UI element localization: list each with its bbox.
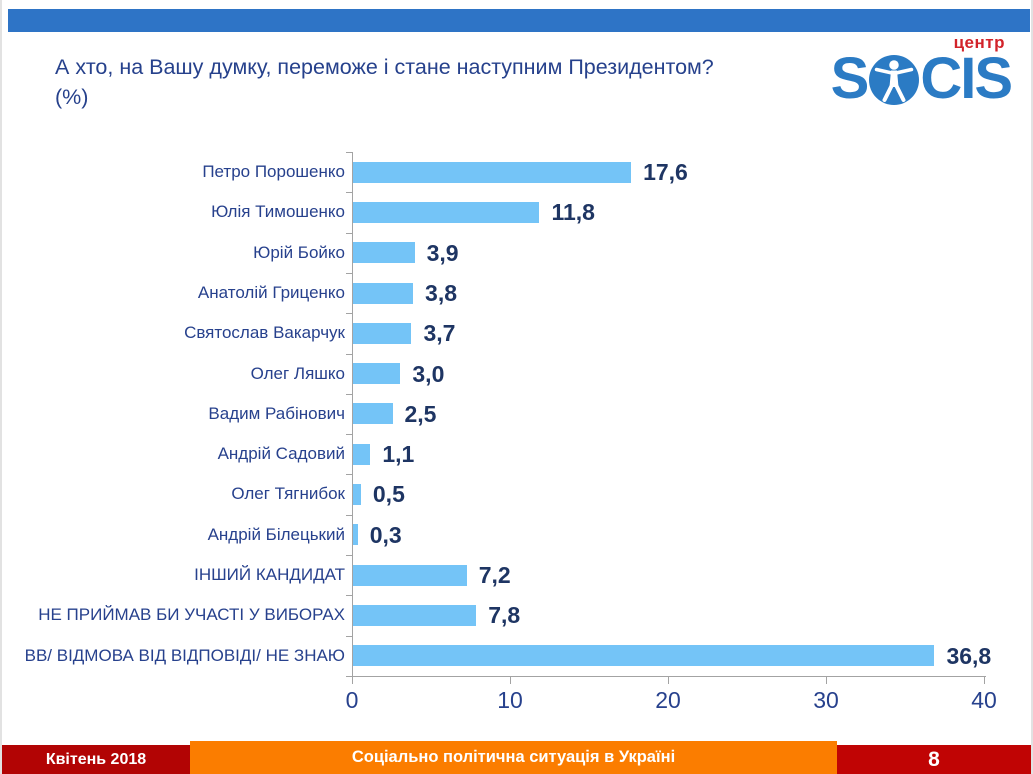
- category-label: Олег Ляшко: [250, 363, 345, 383]
- value-label: 3,7: [423, 320, 456, 347]
- value-label: 0,5: [372, 481, 405, 508]
- value-label: 3,8: [425, 279, 458, 306]
- chart-row: Андрій Садовий 1,1: [0, 434, 1033, 474]
- category-label: Андрій Садовий: [217, 444, 345, 464]
- value-axis-line: [346, 676, 986, 677]
- bar: [353, 564, 467, 586]
- category-label: Петро Порошенко: [202, 162, 345, 181]
- category-axis-line: [352, 152, 353, 676]
- chart-row: Святослав Вакарчук 3,7: [0, 313, 1033, 353]
- footer-page-block: 8: [837, 745, 1031, 774]
- value-tick: [826, 677, 827, 684]
- vitruvian-person-icon: [869, 55, 920, 105]
- category-tick: [346, 635, 352, 637]
- category-label: Андрій Білецький: [207, 524, 345, 544]
- bar: [353, 242, 415, 264]
- chart-row: Вадим Рабінович 2,5: [0, 394, 1033, 434]
- value-label: 36,8: [946, 642, 992, 669]
- bar: [353, 484, 361, 506]
- category-tick: [346, 232, 352, 234]
- value-tick: [984, 677, 985, 684]
- value-label: 0,3: [369, 521, 402, 548]
- value-label: 7,8: [488, 602, 521, 629]
- category-tick: [346, 595, 352, 597]
- logo-letter-s: S: [830, 46, 870, 111]
- category-label: Вадим Рабінович: [208, 403, 345, 423]
- category-tick: [346, 676, 352, 677]
- page-border-left: [0, 0, 2, 774]
- top-accent-band: [8, 9, 1030, 32]
- chart-row: Олег Ляшко 3,0: [0, 354, 1033, 394]
- category-label: Святослав Вакарчук: [184, 323, 345, 343]
- value-label: 3,9: [426, 239, 459, 266]
- bar: [353, 322, 412, 344]
- value-tick: [352, 677, 353, 684]
- chart-row: Юрій Бойко 3,9: [0, 233, 1033, 273]
- value-tick: [510, 677, 511, 684]
- value-tick: [668, 677, 669, 684]
- bar: [353, 161, 632, 183]
- bar: [353, 363, 401, 385]
- bar: [353, 524, 358, 546]
- category-label: ІНШИЙ КАНДИДАТ: [194, 565, 345, 585]
- category-tick: [346, 555, 352, 557]
- bar: [353, 201, 540, 223]
- page-border-right: [1031, 0, 1033, 774]
- value-tick-label: 40: [971, 687, 997, 713]
- value-label: 1,1: [382, 441, 415, 468]
- category-label: Юрій Бойко: [253, 242, 345, 262]
- footer-subject-label: Соціально політична ситуація в Україні: [351, 748, 676, 766]
- value-tick-label: 30: [813, 687, 839, 713]
- value-tick-label: 10: [497, 687, 523, 713]
- category-label: Анатолій Гриценко: [197, 282, 345, 302]
- value-label: 11,8: [551, 199, 595, 226]
- bar: [353, 443, 371, 465]
- logo-brand: S CIS: [801, 46, 1013, 111]
- category-tick: [346, 192, 352, 194]
- bar: [353, 605, 477, 627]
- value-tick-label: 0: [345, 687, 359, 713]
- socis-logo: центр S CIS: [801, 33, 1013, 111]
- bar: [353, 282, 414, 304]
- category-tick: [346, 313, 352, 315]
- value-label: 17,6: [643, 159, 688, 185]
- chart-row: ВВ/ ВІДМОВА ВІД ВІДПОВІДІ/ НЕ ЗНАЮ 36,8: [0, 636, 1033, 676]
- bar: [353, 645, 935, 667]
- chart-row: Олег Тягнибок 0,5: [0, 474, 1033, 514]
- chart-row: НЕ ПРИЙМАВ БИ УЧАСТІ У ВИБОРАХ 7,8: [0, 595, 1033, 635]
- bar: [353, 403, 393, 425]
- chart-row: Анатолій Гриценко 3,8: [0, 273, 1033, 313]
- footer-page-number: 8: [928, 747, 940, 771]
- value-label: 3,0: [412, 360, 445, 387]
- chart-title: А хто, на Вашу думку, переможе і стане н…: [55, 55, 714, 109]
- chart-row: Юлія Тимошенко 11,8: [0, 192, 1033, 232]
- logo-letters-cis: CIS: [920, 46, 1013, 111]
- footer-subject-block: Соціально політична ситуація в Україні: [190, 741, 837, 774]
- category-tick: [346, 434, 352, 436]
- value-label: 2,5: [404, 400, 437, 427]
- category-label: ВВ/ ВІДМОВА ВІД ВІДПОВІДІ/ НЕ ЗНАЮ: [24, 645, 345, 665]
- category-label: Юлія Тимошенко: [211, 202, 345, 222]
- value-tick-label: 20: [655, 687, 681, 713]
- logo-tagline: центр: [953, 33, 1005, 52]
- category-label: Олег Тягнибок: [231, 484, 345, 504]
- footer-date-block: Квітень 2018: [2, 745, 190, 774]
- category-tick: [346, 353, 352, 355]
- category-tick: [346, 514, 352, 516]
- chart-row: Петро Порошенко 17,6: [0, 152, 1033, 192]
- category-label: НЕ ПРИЙМАВ БИ УЧАСТІ У ВИБОРАХ: [38, 605, 345, 625]
- category-tick: [346, 474, 352, 476]
- bar-chart: Петро Порошенко 17,6 Юлія Тимошенко 11,8 Юрі…: [0, 152, 1033, 732]
- category-tick: [346, 272, 352, 274]
- value-label: 7,2: [478, 562, 511, 589]
- footer-date-label: Квітень 2018: [45, 750, 147, 768]
- chart-row: ІНШИЙ КАНДИДАТ 7,2: [0, 555, 1033, 595]
- chart-row: Андрій Білецький 0,3: [0, 515, 1033, 555]
- category-tick: [346, 152, 352, 153]
- category-tick: [346, 393, 352, 395]
